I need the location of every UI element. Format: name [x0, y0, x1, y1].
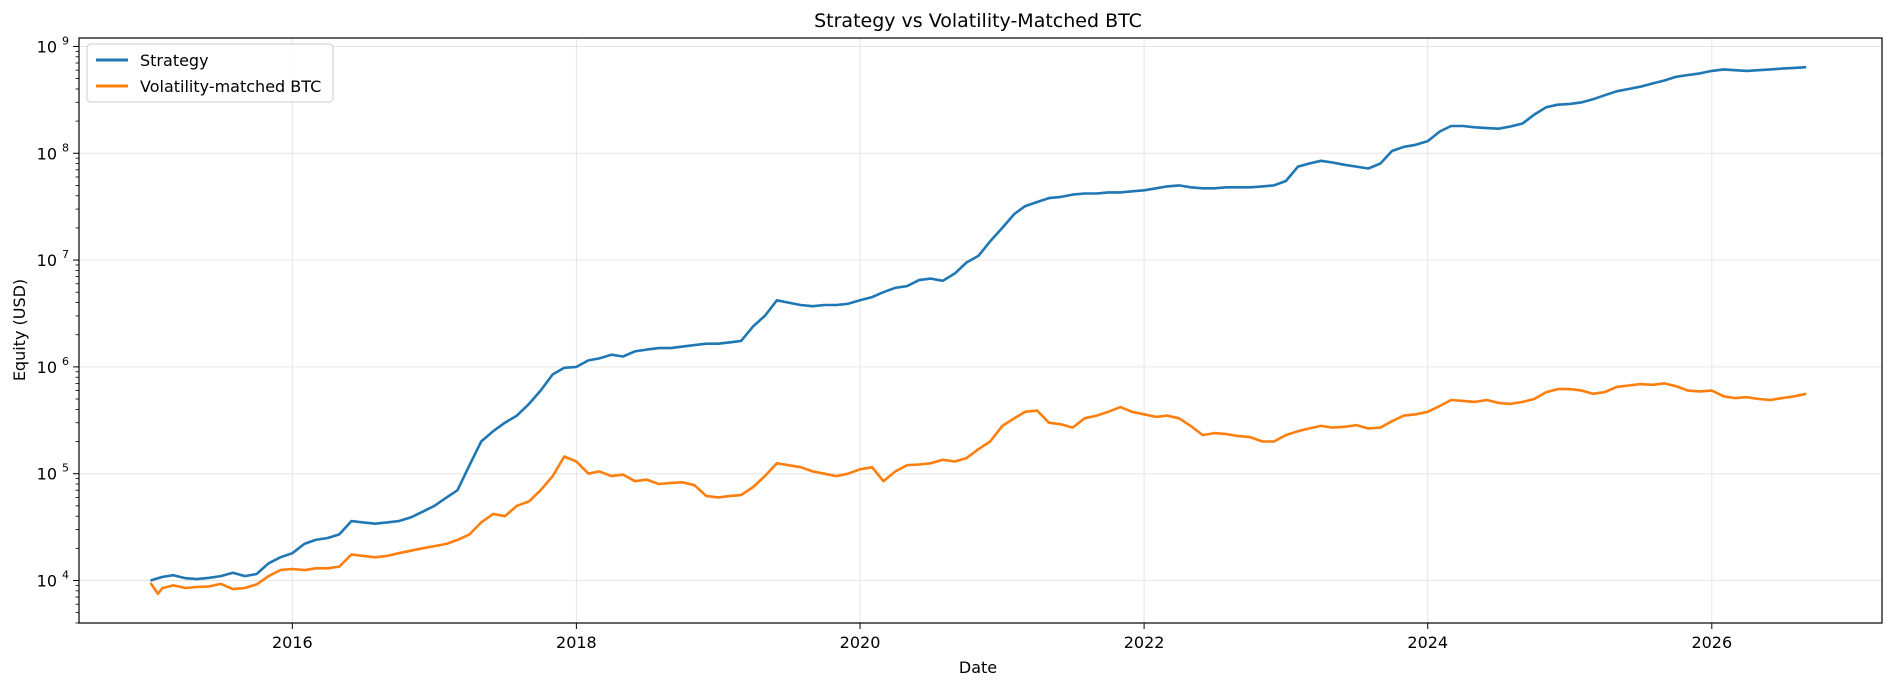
legend: Strategy Volatility-matched BTC [86, 43, 334, 103]
y-tick-label: 10 9 [37, 34, 69, 56]
plot-frame [78, 37, 1883, 624]
y-tick-label: 10 5 [37, 462, 69, 484]
x-tick-label: 2022 [1124, 633, 1165, 652]
legend-label: Volatility-matched BTC [140, 77, 321, 96]
x-axis-ticks: 2016 2018 2020 2022 2024 2026 [272, 623, 1732, 652]
y-tick-label: 10 7 [37, 248, 69, 270]
x-axis-title: Date [959, 658, 997, 677]
legend-label: Strategy [140, 51, 209, 70]
grid [79, 38, 1882, 623]
legend-box [86, 43, 334, 103]
x-tick-label: 2026 [1691, 633, 1732, 652]
chart-title: Strategy vs Volatility-Matched BTC [814, 10, 1142, 32]
y-tick-label: 10 4 [37, 568, 69, 590]
series-line-1 [149, 382, 1807, 596]
y-tick-label: 10 6 [37, 355, 69, 377]
x-tick-label: 2016 [272, 633, 313, 652]
x-tick-label: 2024 [1407, 633, 1448, 652]
x-tick-label: 2018 [556, 633, 597, 652]
y-tick-label: 10 8 [37, 141, 69, 163]
y-axis-title: Equity (USD) [10, 279, 29, 381]
x-tick-label: 2020 [840, 633, 881, 652]
series-line-0 [150, 65, 1807, 582]
series-lines [149, 65, 1807, 596]
